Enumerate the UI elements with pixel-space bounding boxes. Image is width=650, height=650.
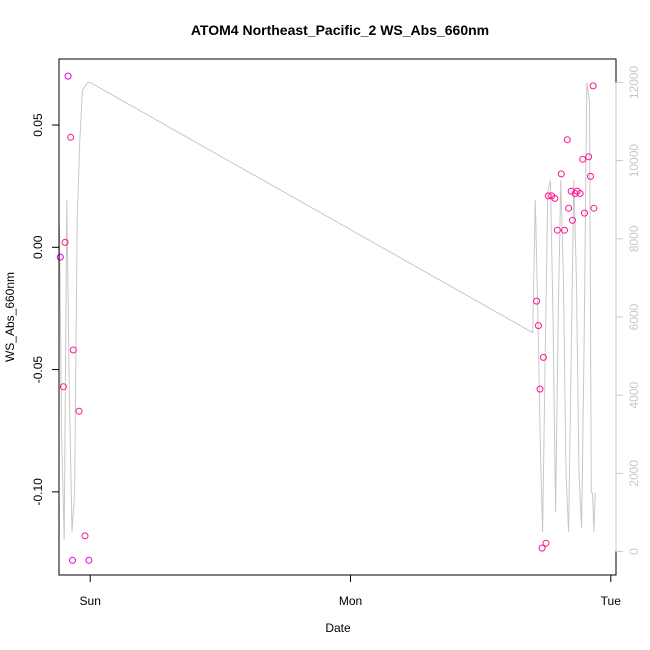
data-point <box>85 556 93 564</box>
data-point <box>61 238 69 246</box>
plot-frame <box>58 58 617 576</box>
data-point <box>565 204 573 212</box>
x-tick-label: Sun <box>80 594 101 608</box>
data-point <box>587 172 594 180</box>
data-points <box>56 72 598 564</box>
data-point <box>69 556 76 564</box>
data-point <box>585 153 593 161</box>
x-tick-label: Tue <box>601 594 622 608</box>
data-point <box>579 155 587 163</box>
x-tick-label: Mon <box>339 594 362 608</box>
y2-tick-label: 4000 <box>627 382 641 409</box>
data-point <box>59 383 67 391</box>
data-point <box>534 322 542 330</box>
data-point <box>539 353 547 361</box>
data-point <box>542 539 550 547</box>
y-axis: -0.10 -0.05 0.00 0.05 <box>31 113 60 506</box>
y2-tick-label: 12000 <box>627 65 641 99</box>
data-point <box>563 136 571 144</box>
data-point <box>69 346 77 354</box>
altitude-line <box>59 82 596 540</box>
data-point <box>75 407 83 415</box>
altitude-line-group <box>59 82 596 540</box>
x-axis: Sun Mon Tue <box>80 574 622 608</box>
y2-tick-label: 8000 <box>627 225 641 252</box>
y-tick-label: -0.10 <box>31 478 45 506</box>
data-point <box>557 170 565 178</box>
data-point <box>538 544 546 552</box>
data-point <box>64 72 72 80</box>
y2-axis: 0 2000 4000 6000 8000 10000 12000 <box>615 65 641 555</box>
data-point <box>81 532 89 540</box>
data-point <box>56 253 64 261</box>
y-tick-label: 0.00 <box>31 235 45 259</box>
data-point <box>590 204 598 212</box>
data-point <box>561 226 568 234</box>
y2-tick-label: 10000 <box>627 144 641 178</box>
data-point <box>67 133 75 141</box>
data-point <box>536 385 544 393</box>
y2-tick-label: 0 <box>627 548 641 555</box>
y-tick-label: 0.05 <box>31 113 45 137</box>
y2-tick-label: 6000 <box>627 303 641 330</box>
y-axis-label: WS_Abs_660nm <box>3 272 17 362</box>
data-point <box>533 297 541 305</box>
y-tick-label: -0.05 <box>31 356 45 384</box>
chart-title: ATOM4 Northeast_Pacific_2 WS_Abs_660nm <box>191 22 489 38</box>
data-point <box>553 226 561 234</box>
data-point <box>569 216 576 224</box>
data-point <box>581 209 588 217</box>
data-point <box>544 192 552 200</box>
data-point <box>551 194 559 202</box>
x-axis-label: Date <box>325 621 351 635</box>
data-point <box>576 190 584 197</box>
data-point <box>589 82 597 90</box>
y2-tick-label: 2000 <box>627 460 641 487</box>
